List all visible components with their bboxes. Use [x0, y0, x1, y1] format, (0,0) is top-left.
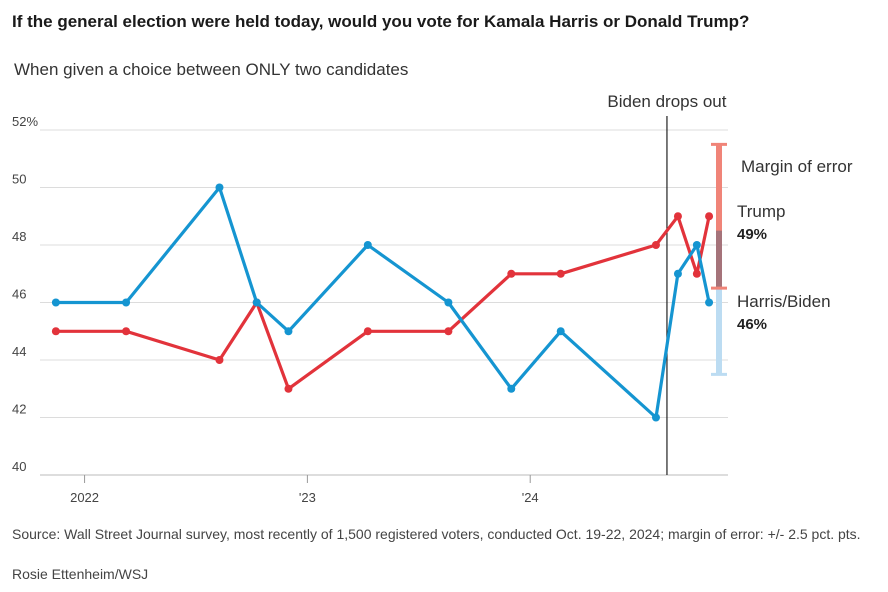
x-tick-label: 2022: [70, 490, 99, 505]
data-point-harris-biden: [252, 298, 261, 307]
y-tick-label: 42: [12, 402, 26, 417]
grid-layer: [40, 129, 728, 476]
data-point-harris-biden: [284, 327, 293, 336]
series-name-harris-biden: Harris/Biden: [737, 292, 831, 311]
data-point-trump: [444, 327, 453, 336]
moe-label: Margin of error: [741, 157, 853, 176]
data-point-trump: [692, 269, 701, 278]
data-point-harris-biden: [705, 298, 714, 307]
y-tick-label: 50: [12, 172, 26, 187]
source-note: Source: Wall Street Journal survey, most…: [12, 526, 861, 542]
data-point-harris-biden: [363, 241, 372, 249]
data-point-harris-biden: [673, 269, 682, 278]
series-value-trump: 49%: [737, 226, 767, 243]
data-point-trump: [284, 384, 293, 393]
data-point-trump: [122, 327, 131, 336]
data-point-trump: [215, 356, 224, 364]
x-tick-label: '23: [299, 490, 316, 505]
moe-bar-harris: [716, 230, 722, 375]
data-point-trump: [507, 269, 516, 278]
line-chart: 40 42 44 46 48 50 52% 2022 '23 '24 Biden drops ou…: [12, 92, 853, 505]
data-point-trump: [51, 327, 60, 336]
y-tick-label: 40: [12, 459, 26, 474]
moe-bar-trump: [716, 144, 722, 289]
data-point-trump: [705, 212, 714, 221]
event-label: Biden drops out: [607, 92, 726, 111]
axis-layer: 40 42 44 46 48 50 52% 2022 '23 '24: [12, 114, 728, 505]
y-tick-label: 48: [12, 229, 26, 244]
data-point-trump: [673, 212, 682, 221]
series-name-trump: Trump: [737, 202, 786, 221]
y-tick-label: 52%: [12, 114, 38, 129]
data-point-harris-biden: [507, 384, 516, 393]
series-value-harris-biden: 46%: [737, 316, 767, 333]
data-point-harris-biden: [215, 183, 224, 192]
y-tick-label: 46: [12, 287, 26, 302]
series-layer: [51, 183, 714, 422]
data-point-harris-biden: [444, 298, 453, 307]
event-layer: Biden drops out: [607, 92, 727, 475]
credit-note: Rosie Ettenheim/WSJ: [12, 566, 149, 582]
label-layer: Margin of error Trump 49% Harris/Biden 46%: [737, 157, 853, 333]
data-point-trump: [363, 327, 372, 336]
margin-of-error-layer: [711, 142, 727, 376]
data-point-harris-biden: [51, 298, 60, 307]
x-tick-label: '24: [522, 490, 539, 505]
y-tick-label: 44: [12, 344, 26, 359]
data-point-harris-biden: [122, 298, 131, 307]
data-point-trump: [556, 269, 565, 278]
data-point-harris-biden: [651, 413, 660, 422]
data-point-trump: [651, 241, 660, 249]
data-point-harris-biden: [692, 241, 701, 249]
chart-subtitle: When given a choice between ONLY two can…: [14, 60, 409, 79]
data-point-harris-biden: [556, 327, 565, 336]
moe-bar-overlap: [716, 230, 722, 289]
chart-title: If the general election were held today,…: [12, 12, 750, 31]
